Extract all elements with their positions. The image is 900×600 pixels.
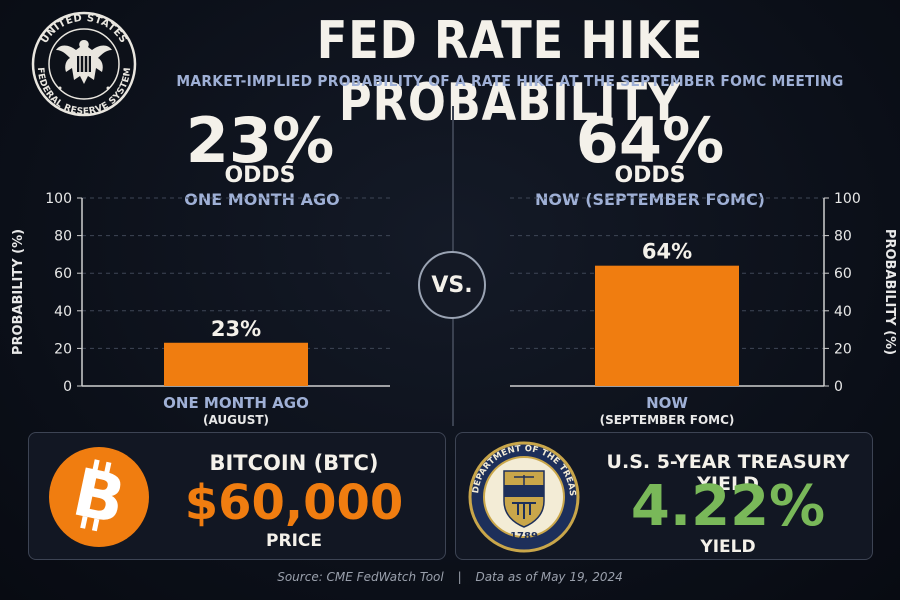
federal-reserve-seal-icon: UNITED STATES FEDERAL RESERVE SYSTEM: [31, 11, 137, 117]
chart-right: PROBABILITY (%) 0 20 40 60 80 100 64% NOW(SEPTEM…: [510, 191, 897, 427]
left-period-label: ONE MONTH AGO: [184, 190, 340, 209]
footer: Source: CME FedWatch Tool | Data as of M…: [0, 570, 900, 584]
bitcoin-price-label: PRICE: [266, 531, 322, 551]
bitcoin-card: B BITCOIN (BTC) $60,000 PRICE: [28, 432, 446, 560]
x-category-sublabel: (AUGUST): [203, 413, 269, 427]
y-tick-label: 20: [54, 341, 72, 357]
right-big-value: 64%: [575, 104, 725, 177]
y-tick-label: 0: [834, 379, 843, 395]
page-title: FED RATE HIKE PROBABILITY: [316, 11, 704, 133]
page-subtitle: MARKET-IMPLIED PROBABILITY OF A RATE HIK…: [176, 72, 844, 90]
vs-badge: VS.: [418, 251, 486, 319]
y-tick-label: 80: [834, 229, 852, 245]
treasury-seal-icon: THE DEPARTMENT OF THE TREASURY 1789: [468, 441, 580, 553]
treasury-yield: 4.22%: [630, 474, 826, 539]
bitcoin-price: $60,000: [184, 475, 404, 531]
y-tick-label: 20: [834, 341, 852, 357]
treasury-title: U.S. 5-YEAR TREASURY YIELD: [606, 451, 850, 495]
y-tick-label: 100: [45, 191, 72, 207]
bar: [164, 342, 308, 386]
bar: [595, 265, 739, 386]
footer-separator: |: [457, 570, 462, 584]
y-tick-label: 80: [54, 229, 72, 245]
y-tick-label: 60: [54, 266, 72, 282]
treasury-yield-label: YIELD: [700, 537, 756, 557]
x-category-sublabel: (SEPTEMBER FOMC): [600, 413, 735, 427]
y-tick-label: 100: [834, 191, 861, 207]
bitcoin-icon: B: [49, 447, 149, 547]
bitcoin-title: BITCOIN (BTC): [209, 451, 379, 475]
treasury-seal-year: 1789: [510, 531, 538, 542]
y-tick-label: 60: [834, 266, 852, 282]
right-period-label: NOW (SEPTEMBER FOMC): [535, 190, 765, 209]
footer-date: Data as of May 19, 2024: [475, 570, 623, 584]
chart-left: PROBABILITY (%) 0 20 40 60 80 100 23% ONE MONTH …: [11, 191, 390, 427]
treasury-card: THE DEPARTMENT OF THE TREASURY 1789 U.S.…: [455, 432, 873, 560]
left-odds-label: ODDS: [224, 163, 296, 188]
bar-data-label: 64%: [642, 240, 692, 264]
y-axis-label: PROBABILITY (%): [11, 229, 26, 355]
x-category-label: NOW: [646, 394, 688, 412]
left-big-value: 23%: [185, 104, 335, 177]
y-axis-label: PROBABILITY (%): [882, 229, 897, 355]
footer-source: Source: CME FedWatch Tool: [277, 570, 444, 584]
x-category-label: ONE MONTH AGO: [163, 394, 309, 412]
right-odds-label: ODDS: [614, 163, 686, 188]
y-tick-label: 40: [54, 304, 72, 320]
y-tick-label: 40: [834, 304, 852, 320]
y-tick-label: 0: [63, 379, 72, 395]
bar-data-label: 23%: [211, 317, 261, 341]
vs-label: VS.: [431, 272, 473, 298]
